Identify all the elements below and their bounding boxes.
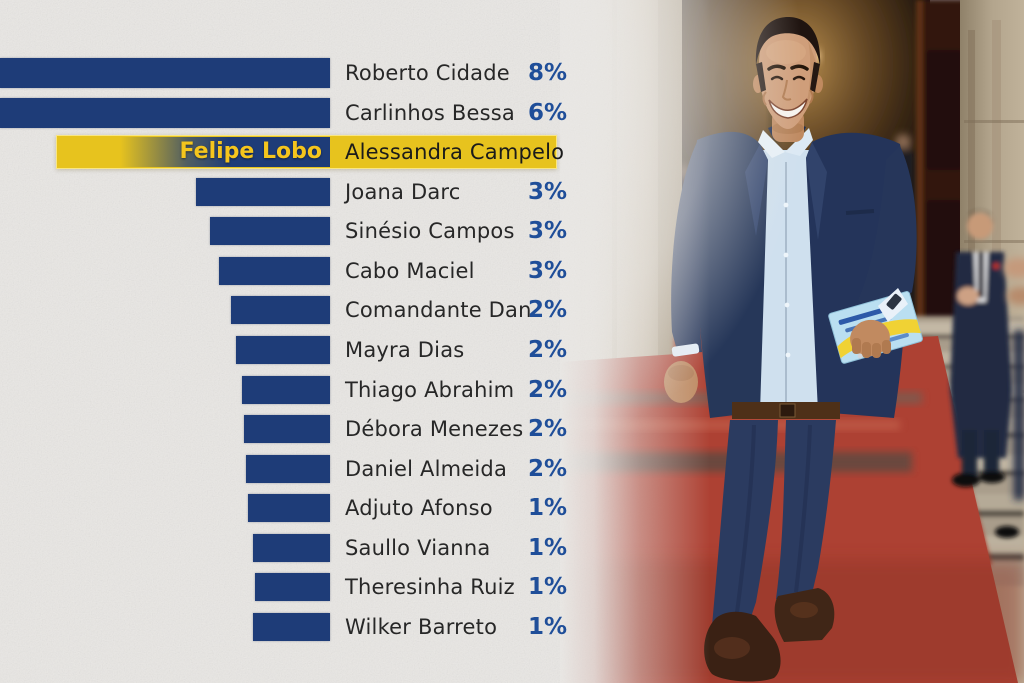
candidate-name: Alessandra Campelo	[345, 140, 565, 165]
chart-row: Wilker Barreto 1%	[0, 612, 620, 641]
percent-value: 2%	[527, 455, 567, 482]
percent-value: 2%	[527, 376, 567, 403]
candidate-name: Carlinhos Bessa	[345, 100, 515, 125]
bar	[248, 494, 330, 523]
percent-value: 3%	[527, 218, 567, 245]
chart-row: Cabo Maciel 3%	[0, 256, 620, 285]
candidate-name: Saullo Vianna	[345, 535, 491, 560]
bar	[219, 256, 330, 285]
candidate-name: Cabo Maciel	[345, 258, 475, 283]
percent-value: 8%	[527, 60, 567, 86]
candidate-name: Daniel Almeida	[345, 456, 508, 481]
highlight-bar: Felipe Lobo	[120, 137, 330, 168]
percent-value: 1%	[527, 495, 567, 522]
candidate-name: Adjuto Afonso	[345, 496, 493, 521]
bar	[253, 612, 330, 641]
candidate-name: Wilker Barreto	[345, 614, 498, 639]
percent-value: 3%	[527, 178, 567, 205]
chart-row: Joana Darc 3%	[0, 177, 620, 206]
chart-row-highlighted: Felipe Lobo Alessandra Campelo	[0, 135, 620, 170]
percent-value: 1%	[527, 574, 567, 601]
percent-value: 3%	[527, 257, 567, 284]
bar	[196, 177, 330, 206]
poll-bar-chart: Roberto Cidade 8% Carlinhos Bessa 6% Felipe …	[0, 58, 620, 641]
highlight-bar-label: Felipe Lobo	[179, 139, 322, 165]
percent-value: 2%	[527, 416, 567, 443]
chart-row: Sinésio Campos 3%	[0, 217, 620, 246]
bar	[244, 415, 330, 444]
chart-row: Adjuto Afonso 1%	[0, 494, 620, 523]
chart-row: Saullo Vianna 1%	[0, 533, 620, 562]
percent-value: 1%	[527, 613, 567, 640]
percent-value: 1%	[527, 534, 567, 561]
candidate-name: Thiago Abrahim	[345, 377, 515, 402]
chart-row: Daniel Almeida 2%	[0, 454, 620, 483]
percent-value: 2%	[527, 336, 567, 363]
chart-row: Carlinhos Bessa 6%	[0, 97, 620, 128]
bar	[231, 296, 330, 325]
chart-row: Débora Menezes 2%	[0, 415, 620, 444]
chart-row: Theresinha Ruiz 1%	[0, 573, 620, 602]
percent-value: 2%	[527, 297, 567, 324]
chart-row: Thiago Abrahim 2%	[0, 375, 620, 404]
bar	[236, 335, 330, 364]
percent-value: 6%	[527, 99, 567, 126]
candidate-name: Joana Darc	[345, 179, 461, 204]
candidate-name: Sinésio Campos	[345, 219, 515, 244]
chart-row: Roberto Cidade 8%	[0, 58, 620, 88]
chart-row: Mayra Dias 2%	[0, 335, 620, 364]
bar	[253, 533, 330, 562]
bar	[255, 573, 330, 602]
bar	[246, 454, 330, 483]
bar	[0, 97, 330, 128]
candidate-name: Mayra Dias	[345, 337, 465, 362]
chart-row: Comandante Dan 2%	[0, 296, 620, 325]
bar	[210, 217, 330, 246]
candidate-name: Theresinha Ruiz	[345, 575, 515, 600]
bar	[242, 375, 330, 404]
candidate-name: Roberto Cidade	[345, 61, 510, 85]
bar	[0, 58, 330, 88]
photo-region	[560, 0, 1024, 683]
entrance-photo	[560, 0, 1024, 683]
